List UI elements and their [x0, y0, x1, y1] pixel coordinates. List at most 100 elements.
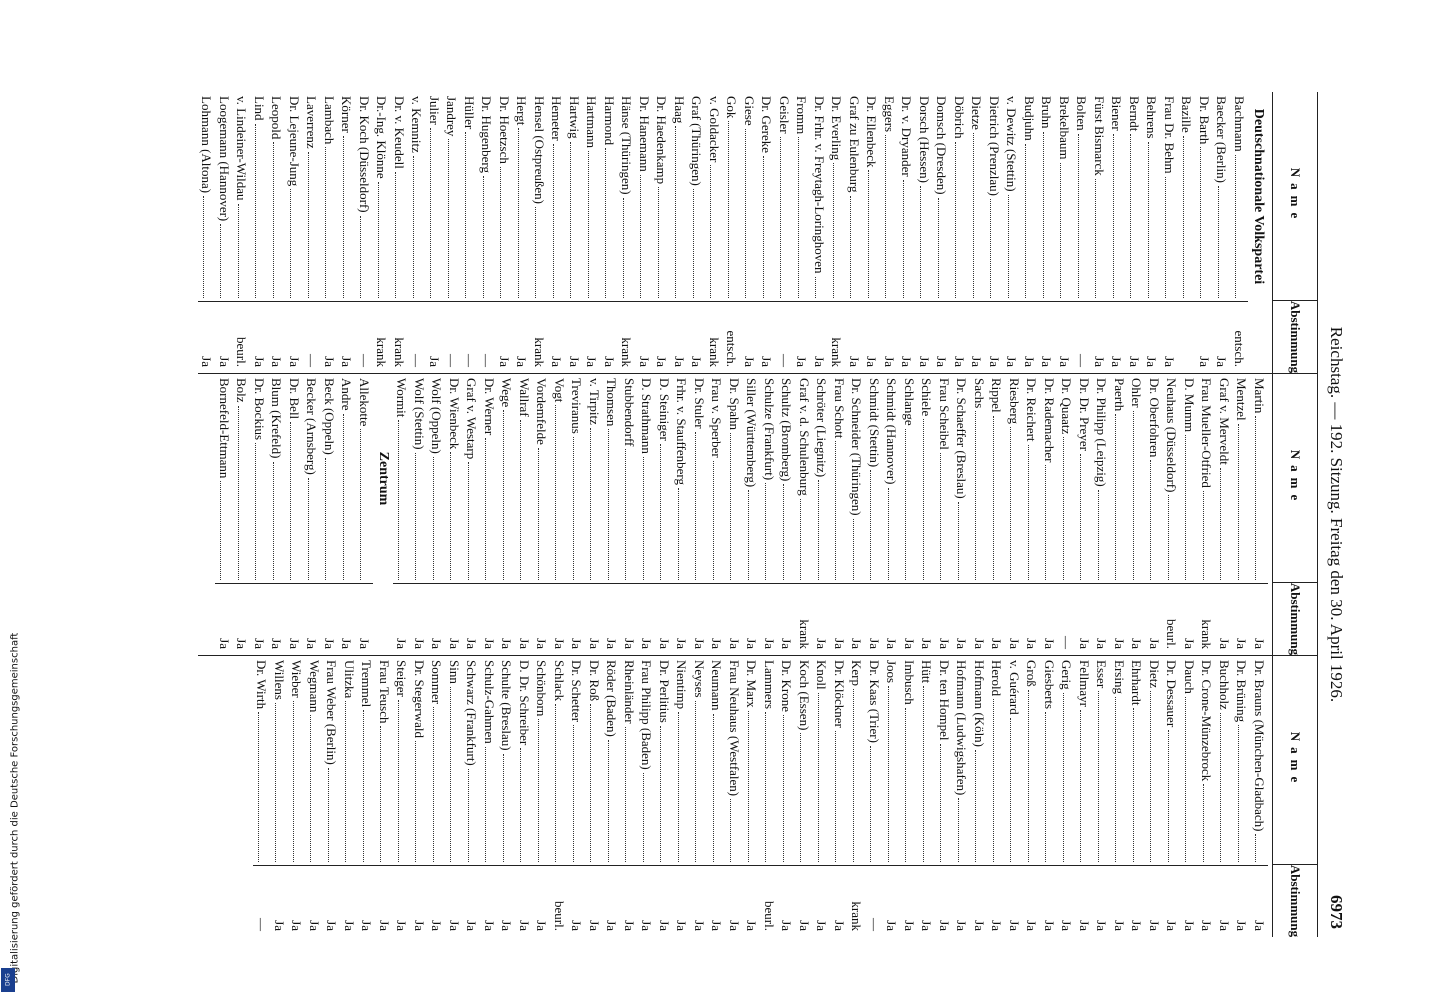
member-name: Hofmann (Ludwigshafen) [954, 660, 970, 796]
vote: Ja [953, 865, 971, 937]
name-cell: v. Tirpitz [586, 374, 603, 583]
dot-leader [573, 436, 586, 580]
dot-leader [485, 746, 498, 862]
member-row: Neuhaus (Düsseldorf) beurl. [1163, 374, 1181, 655]
member-name: Dietrich (Prenzlau) [987, 96, 1002, 196]
dot-leader [483, 176, 496, 298]
vote: Ja [565, 301, 583, 373]
name-cell: Schröter (Liegnitz) [813, 374, 831, 583]
member-row: Lammers beurl. [760, 656, 778, 937]
member-name: D. Strathmann [639, 378, 655, 454]
member-row: Allekotte Ja [355, 374, 373, 655]
member-row: Dr. Brüning Ja [1233, 656, 1251, 937]
name-cell: Döbrich [951, 92, 968, 301]
dot-leader [888, 487, 901, 580]
vote: Ja [740, 301, 758, 373]
name-cell: Tremmel [358, 656, 376, 865]
dot-leader [940, 743, 953, 862]
vote: Ja [480, 583, 498, 655]
member-row: v. Guérard Ja [1005, 656, 1023, 937]
member-name: Berndt [1127, 96, 1142, 132]
vote: Ja [918, 865, 936, 937]
dot-leader [695, 431, 708, 580]
member-name: Gok [724, 96, 740, 119]
name-cell: Biener [1108, 92, 1126, 301]
vote: Ja [480, 865, 498, 937]
member-name: v. Lindeiner-Wildau [234, 96, 250, 201]
name-cell: Lambach [321, 92, 338, 301]
vote: Ja [250, 583, 268, 655]
member-name: Jandrey [444, 96, 460, 137]
vote: Ja [1198, 865, 1216, 937]
name-cell: Vogt [551, 374, 568, 583]
member-name: Hensel (Ostpreußen) [532, 96, 547, 204]
member-name: Bornefeld-Ettmann [217, 378, 232, 479]
name-cell: Dr. Barth [1196, 92, 1213, 301]
vote: krank [848, 865, 866, 937]
dot-leader [468, 768, 481, 862]
member-row: Vordemfelde Ja [533, 374, 551, 655]
dot-leader [975, 411, 988, 580]
dot-leader [573, 725, 586, 862]
dot-leader [1203, 784, 1216, 862]
member-name: Herold [989, 660, 1005, 697]
member-row: Beck (Oppeln) Ja [320, 374, 338, 655]
dot-leader [1238, 423, 1251, 580]
name-cell: Harmond [601, 92, 618, 301]
member-name: Sinn [447, 660, 462, 684]
vote: Ja [688, 301, 706, 373]
member-row: Dr. Brauns (München-Gladbach) Ja [1250, 656, 1268, 937]
name-cell: Dr. v. Dryander [898, 92, 916, 301]
member-name: Bruhn [1039, 96, 1055, 129]
dot-leader [553, 143, 566, 298]
member-row: Hänse (Thüringen) krank [618, 92, 636, 373]
vote: Ja [935, 865, 953, 937]
vote: Ja [1023, 865, 1041, 937]
member-row: Graf zu Eulenburg Ja [845, 92, 863, 373]
member-row: Dauch Ja [1180, 656, 1198, 937]
member-row: Frau v. Sperber Ja [708, 374, 726, 655]
vote-header: Abstimmung [1273, 300, 1317, 373]
vote: Ja [268, 583, 286, 655]
side-note: Digitalisierung gefördert durch die Deut… [9, 632, 21, 984]
dot-leader [730, 433, 743, 580]
vote: Ja [638, 583, 656, 655]
dot-leader [448, 139, 461, 298]
vote: Ja [900, 865, 918, 937]
member-name: Leopold [269, 96, 285, 140]
member-row: Frau Dr. Behm Ja [1160, 92, 1178, 373]
member-name: Dr. Koch (Düsseldorf) [357, 96, 372, 213]
name-cell: Dr. Brauns (München-Gladbach) [1251, 656, 1268, 865]
member-name: Dauch [1182, 660, 1197, 694]
member-row: Treviranus Ja [568, 374, 586, 655]
vote: krank [705, 301, 723, 373]
member-row: Dr. Schneider (Thüringen) Ja [848, 374, 866, 655]
dot-leader [325, 147, 338, 298]
dot-leader [693, 188, 706, 298]
name-cell: Schulte (Breslau) [498, 656, 516, 865]
dot-leader [1098, 489, 1111, 580]
member-name: v. Goldacker [707, 96, 722, 163]
vote: — [303, 301, 321, 373]
member-name: Rippel [989, 378, 1005, 413]
name-cell: Imbusch [901, 656, 918, 865]
name-cell: Bornefeld-Ettmann [216, 374, 233, 583]
vote: Ja [1250, 583, 1268, 655]
name-cell: Siller (Württemberg) [743, 374, 761, 583]
dot-leader [800, 733, 813, 862]
member-row: Dr. Bell Ja [285, 374, 303, 655]
vote: Ja [1125, 301, 1143, 373]
member-row: Siller (Württemberg) Ja [743, 374, 761, 655]
name-cell: Brekelbaum [1056, 92, 1073, 301]
member-row: Budjuhn Ja [1020, 92, 1038, 373]
dot-leader [450, 452, 463, 580]
vote: Ja [1020, 301, 1038, 373]
member-name: Schröter (Liegnitz) [814, 378, 830, 478]
name-cell: v. Dewitz (Stettin) [1003, 92, 1021, 301]
member-row: Gok entsch. [723, 92, 741, 373]
vote: — [1058, 583, 1076, 655]
member-row: Dr. Gereke Ja [758, 92, 776, 373]
member-name: Geisler [777, 96, 792, 134]
vote: krank [618, 301, 636, 373]
